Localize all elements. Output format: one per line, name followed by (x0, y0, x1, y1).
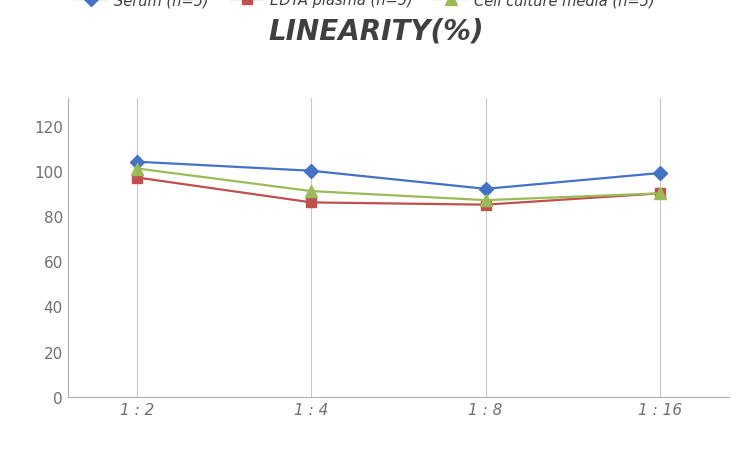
EDTA plasma (n=5) (307, 200, 316, 206)
EDTA plasma (n=5) (481, 202, 490, 208)
Legend: Serum (n=5), EDTA plasma (n=5), Cell culture media (n=5): Serum (n=5), EDTA plasma (n=5), Cell cul… (75, 0, 655, 9)
Cell culture media (n=5) (655, 191, 664, 197)
Serum (n=5) (133, 160, 142, 165)
Cell culture media (n=5) (481, 198, 490, 203)
Text: LINEARITY(%): LINEARITY(%) (268, 18, 484, 46)
Line: Cell culture media (n=5): Cell culture media (n=5) (132, 164, 666, 206)
Serum (n=5) (481, 187, 490, 192)
Serum (n=5) (307, 169, 316, 174)
Line: EDTA plasma (n=5): EDTA plasma (n=5) (132, 173, 665, 210)
Cell culture media (n=5) (307, 189, 316, 194)
EDTA plasma (n=5) (655, 191, 664, 197)
EDTA plasma (n=5) (133, 175, 142, 181)
Line: Serum (n=5): Serum (n=5) (132, 157, 665, 194)
Serum (n=5) (655, 171, 664, 176)
Cell culture media (n=5) (133, 166, 142, 172)
